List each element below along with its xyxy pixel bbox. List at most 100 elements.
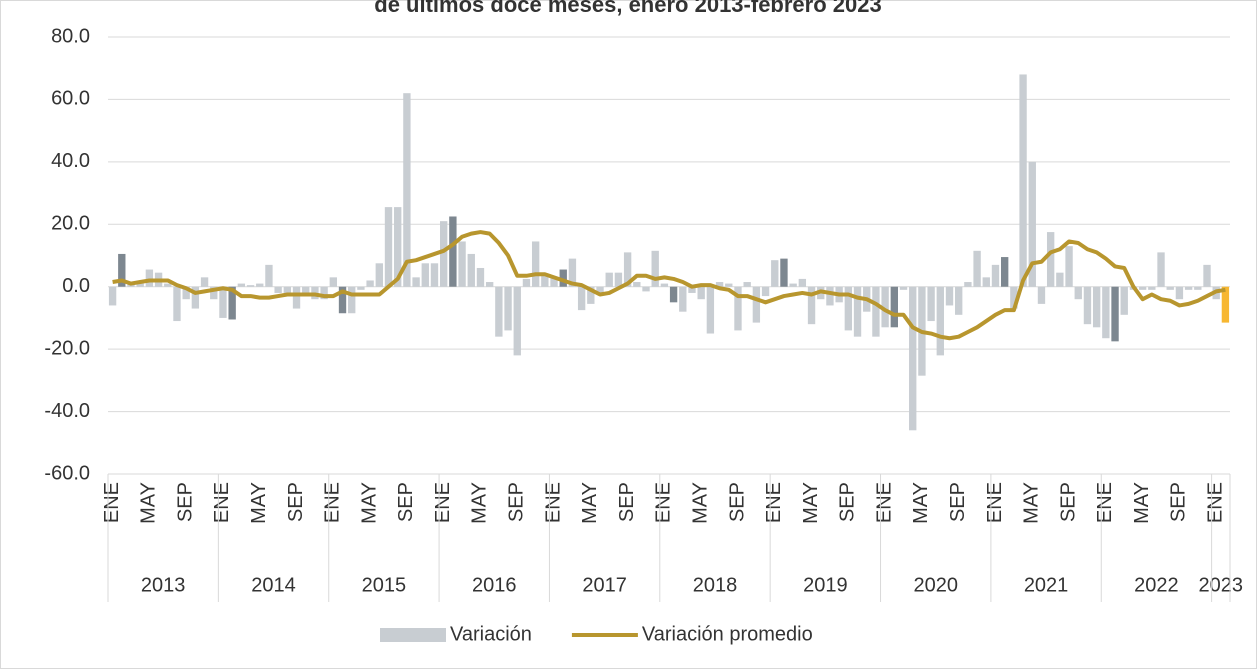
bar [228,286,236,320]
bar [1065,246,1073,287]
x-tick-label: MAY [800,482,822,524]
y-tick-label: 0.0 [62,275,90,297]
x-tick-label: MAY [1131,482,1153,524]
bar [725,283,733,287]
bar [338,286,347,314]
bar [485,282,494,287]
bar [991,264,1000,287]
bar [688,286,696,293]
bar [375,263,383,287]
bar [1028,161,1036,287]
x-tick-label: ENE [653,482,675,523]
bar [623,252,632,287]
year-label: 2020 [913,574,958,596]
bar [320,286,328,300]
x-tick-label: MAY [248,482,270,524]
bar [449,216,457,287]
bar [237,283,246,287]
bar [265,264,273,287]
bar [1046,232,1055,287]
bar [780,258,788,287]
bar [633,282,641,287]
bar [752,286,761,323]
x-tick-label: SEP [395,482,417,522]
x-tick-label: ENE [1204,482,1226,523]
bar [909,286,917,431]
bar [771,260,779,287]
x-tick-label: SEP [174,482,196,522]
x-tick-label: ENE [1094,482,1116,523]
bar [366,280,374,287]
bar [1194,286,1202,290]
bar [1001,257,1009,287]
bar [118,253,126,287]
bar [651,250,659,287]
y-tick-label: 40.0 [51,150,90,172]
bar [200,277,209,287]
bar [1019,74,1027,287]
x-tick-label: SEP [837,482,859,522]
year-label: 2016 [472,574,517,596]
bar [274,286,282,293]
bar [440,221,448,287]
bar [476,267,485,287]
bar [191,286,200,309]
y-tick-label: -40.0 [44,400,90,422]
bar [1037,286,1046,304]
bar [541,274,549,287]
y-tick-label: 60.0 [51,88,90,110]
bar [743,282,751,287]
bar [348,286,356,314]
bar [504,286,512,331]
bar [357,286,365,290]
bar [587,286,595,304]
bar [394,207,402,287]
legend-label: Variación [450,623,532,645]
year-label: 2018 [693,574,738,596]
x-tick-label: ENE [984,482,1006,523]
bar [495,286,503,337]
bar [955,286,963,315]
x-tick-label: SEP [506,482,528,522]
x-tick-label: MAY [579,482,601,524]
year-label: 2021 [1024,574,1069,596]
bar [798,278,807,287]
bar [136,283,144,287]
bar [246,285,255,287]
x-tick-label: ENE [211,482,233,523]
bar [1203,264,1211,287]
bar [1083,286,1092,325]
bar [669,286,678,303]
bar [1157,252,1165,287]
bar [706,286,715,334]
year-label: 2019 [803,574,848,596]
bar [899,286,908,290]
x-tick-label: SEP [1057,482,1079,522]
bar [210,286,218,300]
x-tick-label: MAY [689,482,711,524]
bar [559,269,567,287]
bar [421,263,429,287]
bar [660,283,669,287]
bar [872,286,880,337]
bar [164,283,172,287]
bar [973,250,981,287]
bar [596,286,604,293]
bar [182,286,190,300]
bar [826,286,834,306]
bar [1111,286,1119,342]
bar [302,286,310,297]
bar [513,286,521,356]
x-tick-label: MAY [358,482,380,524]
bar [761,286,770,297]
year-label: 2022 [1134,574,1179,596]
bar [458,241,466,287]
bar [679,286,687,312]
bar [1102,286,1110,339]
bar [1138,286,1147,290]
x-tick-label: SEP [285,482,307,522]
bar [219,286,227,318]
bar [964,282,972,287]
